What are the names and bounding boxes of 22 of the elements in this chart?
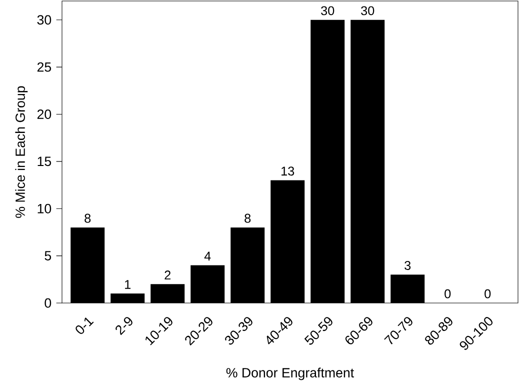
data-label: 8 <box>84 214 91 223</box>
y-tick-label: 5 <box>44 251 52 260</box>
data-label: 13 <box>282 166 294 176</box>
y-tick-label: 0 <box>44 298 52 308</box>
data-label: 0 <box>484 289 491 298</box>
y-tick-label: 15 <box>38 156 52 166</box>
data-label: 2 <box>164 270 170 280</box>
y-tick-label: 30 <box>37 15 52 25</box>
y-tick-label: 25 <box>37 62 52 72</box>
y-tick-label: 10 <box>38 204 52 214</box>
x-tick-label: 0-1 <box>76 317 94 334</box>
y-axis-title: % Mice in Each Group <box>15 86 28 218</box>
data-label: 8 <box>244 214 251 223</box>
data-label: 3 <box>404 260 411 270</box>
data-label: 30 <box>361 6 374 16</box>
x-tick-label: 2-9 <box>116 317 132 336</box>
data-label: 1 <box>125 280 131 289</box>
data-label: 0 <box>444 289 451 298</box>
data-label: 30 <box>321 6 334 16</box>
y-tick-label: 20 <box>37 110 52 119</box>
x-axis-title: % Donor Engraftment <box>226 368 354 380</box>
data-label: 4 <box>204 252 211 261</box>
